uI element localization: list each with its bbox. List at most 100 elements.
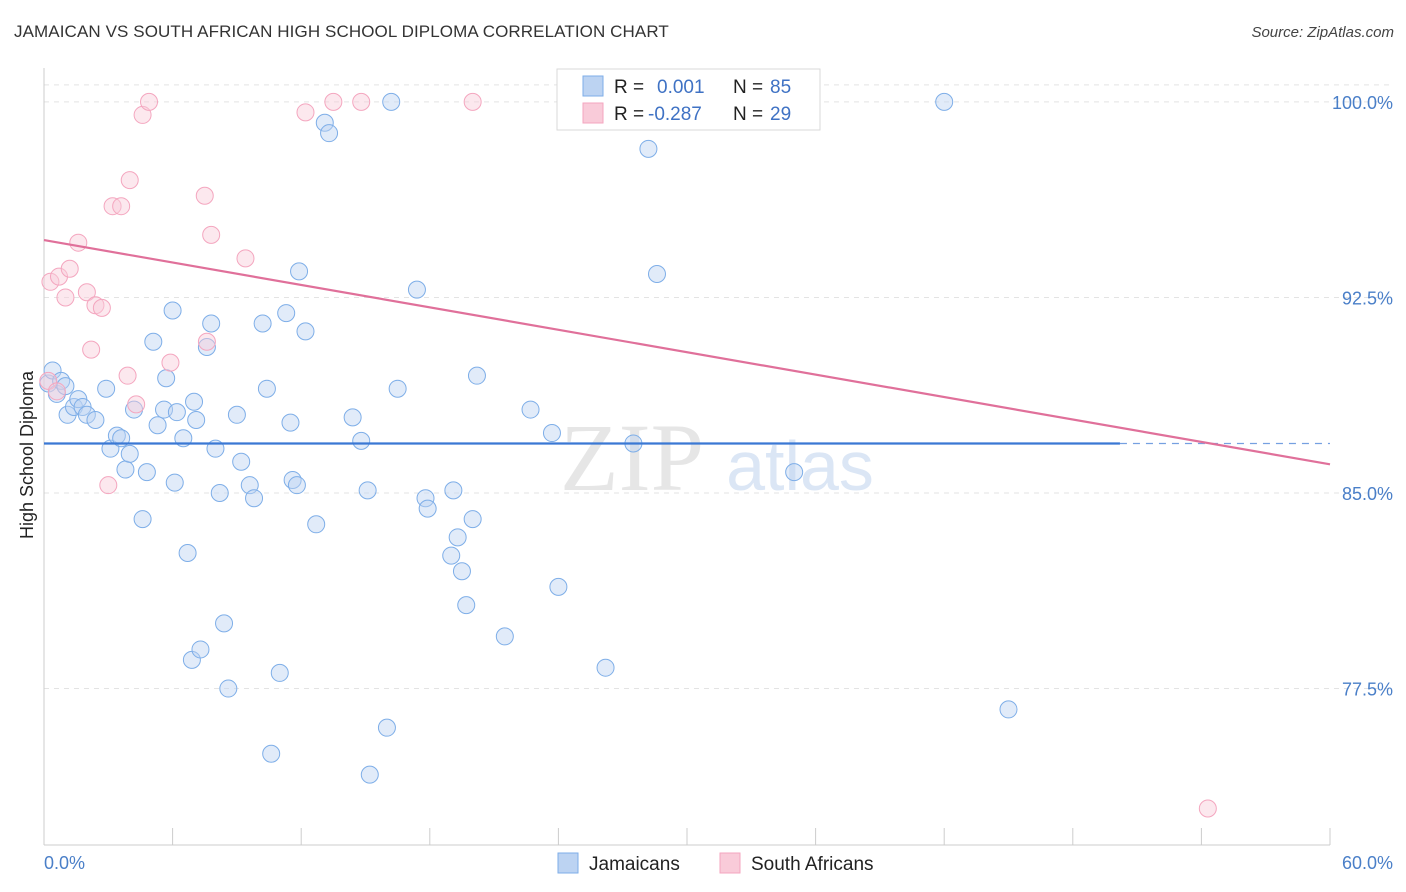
point-jamaicans (407, 280, 426, 299)
point-jamaicans (116, 460, 135, 479)
point-jamaicans (290, 262, 309, 281)
chart-title: JAMAICAN VS SOUTH AFRICAN HIGH SCHOOL DI… (14, 22, 669, 41)
point-jamaicans (442, 546, 461, 565)
legend-r-value-south-africans: -0.287 (648, 104, 702, 125)
point-south-africans (352, 92, 371, 111)
bottom-legend-label-jamaicans: Jamaicans (589, 854, 680, 875)
x-tick-label-min: 0.0% (44, 853, 85, 873)
point-jamaicans (785, 463, 804, 482)
point-jamaicans (232, 452, 251, 471)
point-jamaicans (215, 614, 234, 633)
bottom-legend-swatch-jamaicans (557, 852, 579, 874)
point-jamaicans (999, 700, 1018, 719)
legend-n-label-jamaicans: N = (733, 77, 763, 98)
point-jamaicans (227, 405, 246, 424)
trend-lines (43, 239, 1331, 466)
point-jamaicans (157, 369, 176, 388)
gridlines (44, 84, 1393, 690)
legend-swatch-jamaicans (582, 75, 604, 97)
point-south-africans (82, 340, 101, 359)
bottom-legend-label-south-africans: South Africans (751, 854, 874, 875)
point-jamaicans (178, 543, 197, 562)
point-jamaicans (77, 405, 96, 424)
point-jamaicans (457, 596, 476, 615)
y-tick-label: 100.0% (1332, 93, 1393, 113)
legend-swatch-south-africans (582, 102, 604, 124)
point-south-africans (112, 197, 131, 216)
point-south-africans (195, 186, 214, 205)
legend-n-value-south-africans: 29 (770, 104, 791, 125)
point-jamaicans (277, 304, 296, 323)
point-jamaicans (56, 377, 75, 396)
point-jamaicans (144, 332, 163, 351)
legend-n-label-south-africans: N = (733, 104, 763, 125)
point-jamaicans (463, 510, 482, 529)
chart-source: Source: ZipAtlas.com (1251, 24, 1394, 41)
jamaicans-points (39, 92, 1018, 784)
watermark-zip: ZIP (560, 404, 704, 511)
point-jamaicans (596, 658, 615, 677)
point-south-africans (324, 92, 343, 111)
point-jamaicans (270, 663, 289, 682)
point-jamaicans (202, 314, 221, 333)
point-jamaicans (167, 403, 186, 422)
legend-r-label-south-africans: R = (614, 104, 644, 125)
point-jamaicans (281, 413, 300, 432)
point-jamaicans (377, 718, 396, 737)
point-jamaicans (187, 410, 206, 429)
point-jamaicans (647, 264, 666, 283)
point-jamaicans (315, 113, 334, 132)
point-south-africans (140, 92, 159, 111)
y-tick-label: 92.5% (1342, 288, 1393, 308)
point-jamaicans (253, 314, 272, 333)
point-jamaicans (444, 481, 463, 500)
point-jamaicans (639, 139, 658, 158)
point-south-africans (133, 105, 152, 124)
point-jamaicans (495, 627, 514, 646)
point-jamaicans (467, 366, 486, 385)
point-jamaicans (219, 679, 238, 698)
point-jamaicans (343, 408, 362, 427)
point-jamaicans (452, 562, 471, 581)
stats-legend: R = 0.001 N = 85 R = -0.287 N = 29 (556, 68, 821, 131)
point-south-africans (120, 171, 139, 190)
point-jamaicans (296, 322, 315, 341)
y-tick-labels: 77.5% 85.0% 92.5% 100.0% (1332, 93, 1393, 700)
bottom-legend-swatch-south-africans (719, 852, 741, 874)
series-legend: Jamaicans South Africans (557, 852, 874, 875)
point-south-africans (56, 288, 75, 307)
point-south-africans (236, 249, 255, 268)
point-jamaicans (382, 92, 401, 111)
point-south-africans (1198, 799, 1217, 818)
point-jamaicans (448, 528, 467, 547)
point-jamaicans (352, 431, 371, 450)
point-south-africans (161, 353, 180, 372)
point-jamaicans (521, 400, 540, 419)
point-jamaicans (388, 379, 407, 398)
point-jamaicans (358, 481, 377, 500)
point-jamaicans (287, 476, 306, 495)
point-jamaicans (360, 765, 379, 784)
point-jamaicans (418, 499, 437, 518)
point-jamaicans (262, 744, 281, 763)
point-south-africans (127, 395, 146, 414)
point-south-africans (99, 476, 118, 495)
point-jamaicans (133, 510, 152, 529)
point-south-africans (60, 259, 79, 278)
point-jamaicans (120, 444, 139, 463)
point-jamaicans (935, 92, 954, 111)
point-jamaicans (97, 379, 116, 398)
south-africans-points (39, 92, 1217, 818)
point-jamaicans (197, 337, 216, 356)
point-south-africans (202, 225, 221, 244)
y-tick-label: 85.0% (1342, 484, 1393, 504)
point-jamaicans (165, 473, 184, 492)
point-jamaicans (137, 463, 156, 482)
legend-n-value-jamaicans: 85 (770, 77, 791, 98)
y-tick-label: 77.5% (1342, 680, 1393, 700)
trend-line-south-africans (43, 239, 1331, 466)
point-south-africans (47, 382, 66, 401)
point-south-africans (197, 332, 216, 351)
y-axis-title: High School Diploma (17, 370, 37, 539)
point-jamaicans (191, 640, 210, 659)
